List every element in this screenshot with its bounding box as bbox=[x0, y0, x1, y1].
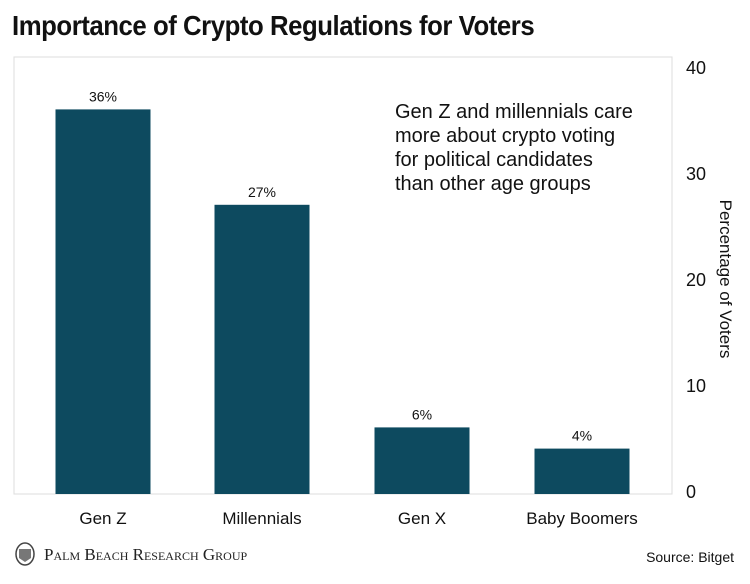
x-tick-label: Millennials bbox=[222, 509, 301, 528]
brand-name: Palm Beach Research Group bbox=[44, 545, 248, 564]
annotation: Gen Z and millennials care more about cr… bbox=[395, 100, 635, 196]
annotation-line: for political candidates bbox=[395, 149, 593, 171]
y-tick-label: 40 bbox=[686, 58, 706, 78]
annotation-line: than other age groups bbox=[395, 173, 591, 195]
data-label: 36% bbox=[89, 88, 117, 104]
brand-logo: Palm Beach Research Group bbox=[14, 541, 247, 569]
y-axis-label: Percentage of Voters bbox=[716, 200, 735, 359]
bar-baby-boomers bbox=[534, 448, 630, 494]
data-label: 27% bbox=[248, 184, 276, 200]
bar-millennials bbox=[214, 204, 310, 495]
bar-gen-z bbox=[55, 109, 151, 495]
annotation-line: Gen Z and millennials care bbox=[395, 101, 633, 123]
x-tick-label: Gen Z bbox=[79, 509, 126, 528]
x-tick-label: Baby Boomers bbox=[526, 509, 638, 528]
bar-gen-x bbox=[374, 427, 470, 494]
x-tick-label: Gen X bbox=[398, 509, 446, 528]
chart-title: Importance of Crypto Regulations for Vot… bbox=[12, 10, 535, 41]
crest-icon bbox=[15, 542, 35, 566]
y-tick-label: 30 bbox=[686, 164, 706, 184]
source-note: Source: Bitget bbox=[646, 549, 734, 565]
y-tick-label: 20 bbox=[686, 270, 706, 290]
annotation-line: more about crypto voting bbox=[395, 125, 616, 147]
data-label: 4% bbox=[572, 428, 592, 444]
y-tick-label: 0 bbox=[686, 482, 696, 502]
data-label: 6% bbox=[412, 406, 432, 422]
y-tick-label: 10 bbox=[686, 376, 706, 396]
plot-frame bbox=[13, 56, 673, 495]
